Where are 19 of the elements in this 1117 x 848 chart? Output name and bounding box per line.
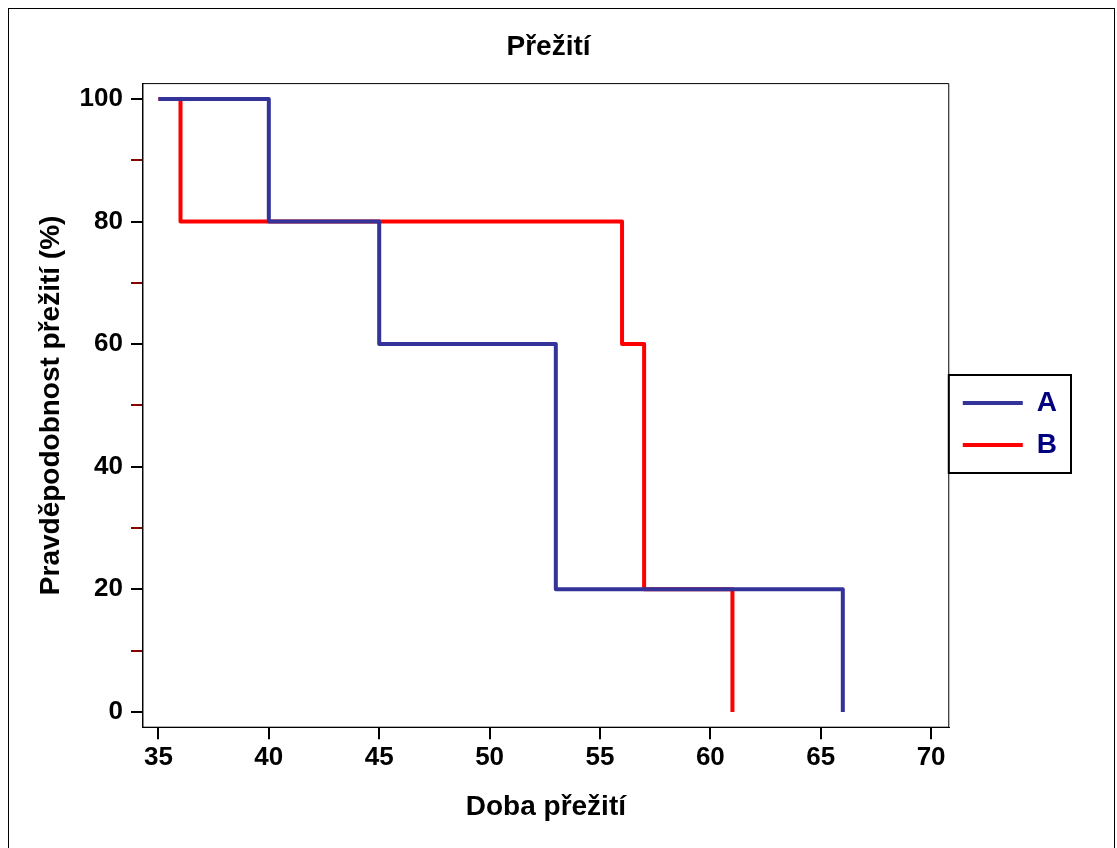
x-tick-label: 65: [806, 740, 836, 771]
x-tick-label: 35: [143, 740, 173, 771]
x-tick-label: 55: [585, 740, 615, 771]
y-tick-label: 80: [94, 204, 123, 235]
y-tick-label: 100: [79, 82, 123, 113]
y-tick-label: 0: [108, 695, 123, 726]
legend-label: B: [1036, 427, 1058, 459]
x-tick-label: 45: [364, 740, 394, 771]
x-tick-label: 50: [475, 740, 505, 771]
y-tick-label: 60: [94, 327, 123, 358]
y-axis-title: Pravděpodobnost přežití (%): [33, 215, 65, 596]
chart-title: Přežití: [506, 29, 592, 61]
legend-label: A: [1036, 385, 1058, 417]
x-axis-title: Doba přežití: [465, 789, 628, 821]
x-tick-label: 60: [695, 740, 725, 771]
y-tick-label: 40: [94, 449, 123, 480]
y-tick-label: 20: [94, 572, 123, 603]
x-tick-label: 40: [254, 740, 284, 771]
x-tick-label: 70: [916, 740, 946, 771]
